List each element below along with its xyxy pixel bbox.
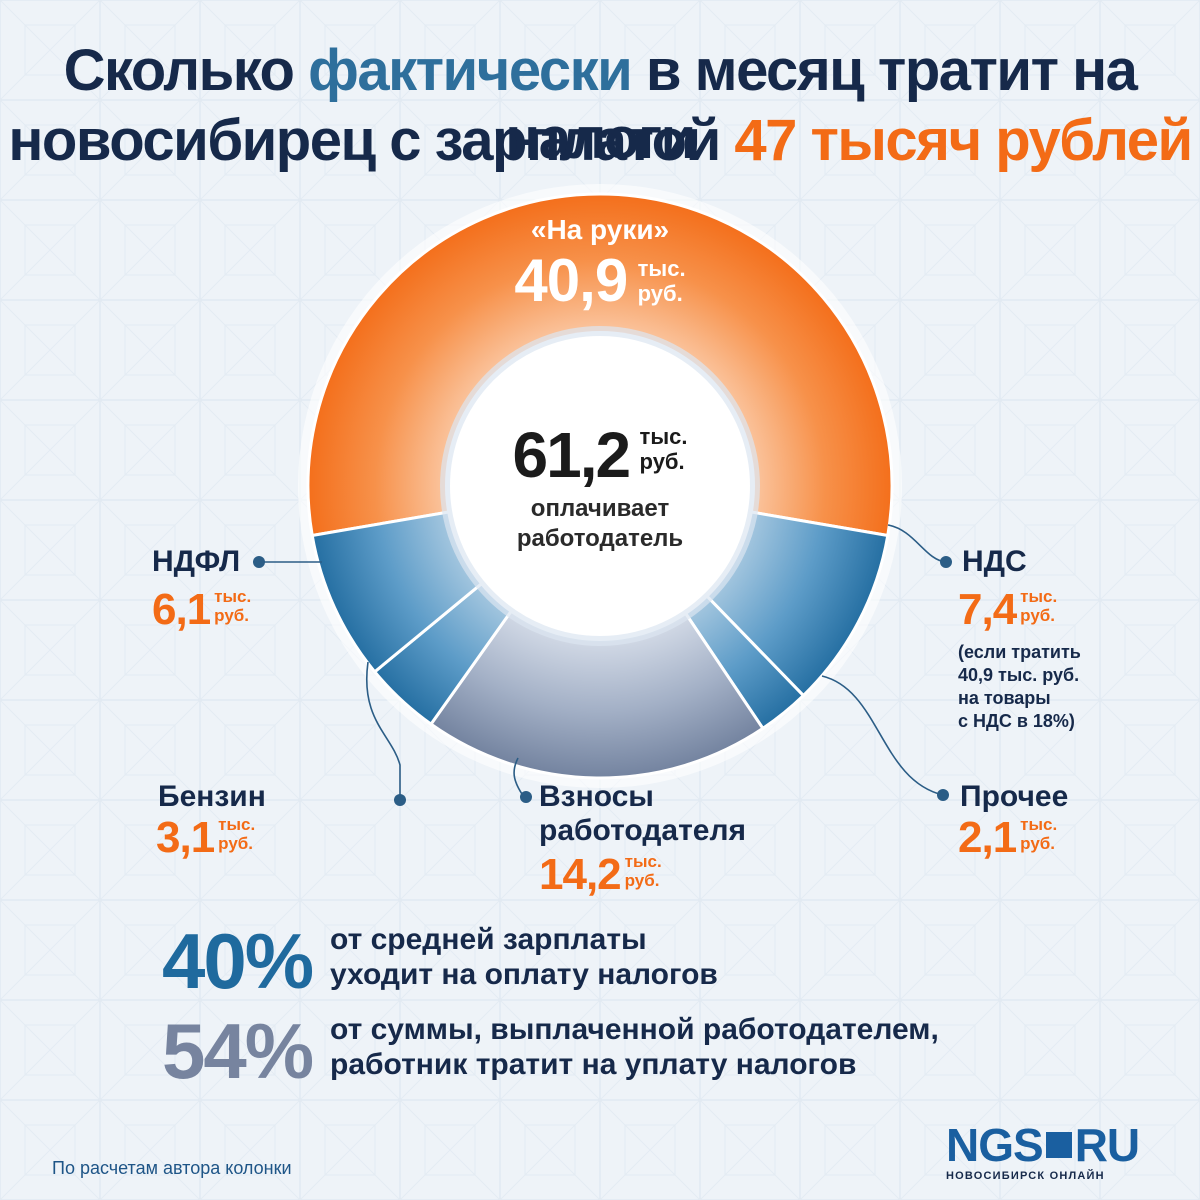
logo-square-icon xyxy=(1045,1131,1072,1158)
note-line: 40,9 тыс. руб. xyxy=(958,665,1080,685)
source-note: По расчетам автора колонки xyxy=(52,1158,292,1178)
label-na-ruki-unit: тыс. руб. xyxy=(638,256,686,306)
unit-line: руб. xyxy=(218,834,254,853)
value-number: 6,1 xyxy=(152,585,211,634)
value-number: 3,1 xyxy=(156,813,215,862)
label-vznosy-name: Взносы работодателя xyxy=(539,780,746,848)
unit-line: руб. xyxy=(639,449,685,474)
note-line: (если тратить xyxy=(958,642,1081,662)
center-value: 61,2 xyxy=(512,419,632,491)
unit-line: тыс. xyxy=(218,815,256,834)
dot-benzin xyxy=(394,794,406,806)
page-title-line-2: новосибирец с зарплатой 47 тысяч рублей xyxy=(0,107,1200,175)
unit-line: руб. xyxy=(637,281,683,306)
label-ndfl-value: 6,1 тыс. руб. xyxy=(152,585,251,635)
stat-line: от суммы, выплаченной работодателем, xyxy=(330,1013,939,1046)
label-na-ruki-value-row: 40,9 тыс. руб. xyxy=(450,246,750,315)
name-line: работодателя xyxy=(539,814,747,847)
leader-dots xyxy=(253,556,952,806)
stat-40-text: от средней зарплаты уходит на оплату нал… xyxy=(330,922,718,992)
unit-line: руб. xyxy=(214,606,250,625)
label-prochee-value: 2,1 тыс. руб. xyxy=(958,813,1057,863)
center-description: оплачивает работодатель xyxy=(440,494,760,554)
unit-line: руб. xyxy=(1020,606,1056,625)
leader-vznosy xyxy=(513,757,525,798)
dot-ndfl xyxy=(253,556,265,568)
unit-line: тыс. xyxy=(1020,587,1058,606)
unit-line: тыс. xyxy=(214,587,252,606)
stat-54-text: от суммы, выплаченной работодателем, раб… xyxy=(330,1012,939,1082)
dot-nds xyxy=(940,556,952,568)
stat-line: уходит на оплату налогов xyxy=(330,958,718,991)
value-unit: тыс. руб. xyxy=(625,852,662,890)
logo-wordmark: NGS RU xyxy=(946,1122,1168,1168)
stat-line: от средней зарплаты xyxy=(330,923,647,956)
title-part: в месяц тратит на налоги xyxy=(505,38,1138,171)
center-desc-line: оплачивает xyxy=(530,495,670,522)
dot-vznosy xyxy=(520,791,532,803)
label-benzin-name: Бензин xyxy=(158,780,266,813)
label-benzin-value: 3,1 тыс. руб. xyxy=(156,813,255,863)
title-highlight-salary: 47 тысяч рублей xyxy=(734,108,1193,173)
label-na-ruki-value: 40,9 xyxy=(514,247,628,314)
unit-line: руб. xyxy=(1020,834,1056,853)
title-part: новосибирец с зарплатой xyxy=(8,108,721,173)
donut-hole-rim xyxy=(440,326,760,646)
ngs-logo[interactable]: NGS RU НОВОСИБИРСК ОНЛАЙН xyxy=(946,1122,1168,1182)
value-unit: тыс. руб. xyxy=(218,815,255,853)
label-nds-note: (если тратить 40,9 тыс. руб. на товары с… xyxy=(958,641,1081,733)
unit-line: тыс. xyxy=(637,256,686,281)
center-value-row: 61,2 тыс. руб. xyxy=(440,418,760,492)
label-ndfl-name: НДФЛ xyxy=(152,545,241,578)
name-line: Взносы xyxy=(539,780,654,813)
stat-54-percent: 54% xyxy=(162,1007,314,1095)
donut-hole xyxy=(445,331,755,641)
leader-benzin xyxy=(365,661,401,798)
unit-line: тыс. xyxy=(1020,815,1058,834)
center-total: 61,2 тыс. руб. оплачивает работодатель xyxy=(440,418,760,554)
dot-prochee xyxy=(937,789,949,801)
value-unit: тыс. руб. xyxy=(214,587,251,625)
leader-prochee xyxy=(821,675,944,796)
note-line: на товары xyxy=(958,688,1051,708)
unit-line: тыс. xyxy=(624,852,662,871)
value-number: 14,2 xyxy=(539,850,622,899)
label-vznosy-value: 14,2 тыс. руб. xyxy=(539,850,662,900)
label-nds-value: 7,4 тыс. руб. xyxy=(958,585,1057,635)
stat-line: работник тратит на уплату налогов xyxy=(330,1048,857,1081)
title-highlight-actually: фактически xyxy=(308,38,633,103)
unit-line: тыс. xyxy=(639,424,688,449)
label-prochee-name: Прочее xyxy=(960,780,1069,813)
label-na-ruki-name: «На руки» xyxy=(530,214,670,245)
center-unit: тыс. руб. xyxy=(640,424,688,474)
stat-40-percent: 40% xyxy=(162,917,314,1005)
note-line: с НДС в 18%) xyxy=(958,711,1075,731)
page-title-line-1: Сколько фактически в месяц тратит на нал… xyxy=(0,37,1200,173)
center-desc-line: работодатель xyxy=(516,525,684,552)
value-unit: тыс. руб. xyxy=(1020,587,1057,625)
label-nds-name: НДС xyxy=(962,545,1027,578)
logo-ngs: NGS xyxy=(946,1119,1044,1171)
logo-ru: RU xyxy=(1074,1119,1140,1171)
unit-line: руб. xyxy=(624,871,660,890)
title-part: Сколько xyxy=(63,38,295,103)
value-number: 7,4 xyxy=(958,585,1017,634)
logo-subtitle: НОВОСИБИРСК ОНЛАЙН xyxy=(946,1170,1105,1182)
value-number: 2,1 xyxy=(958,813,1017,862)
value-unit: тыс. руб. xyxy=(1020,815,1057,853)
label-na-ruki: «На руки» 40,9 тыс. руб. xyxy=(450,214,750,315)
